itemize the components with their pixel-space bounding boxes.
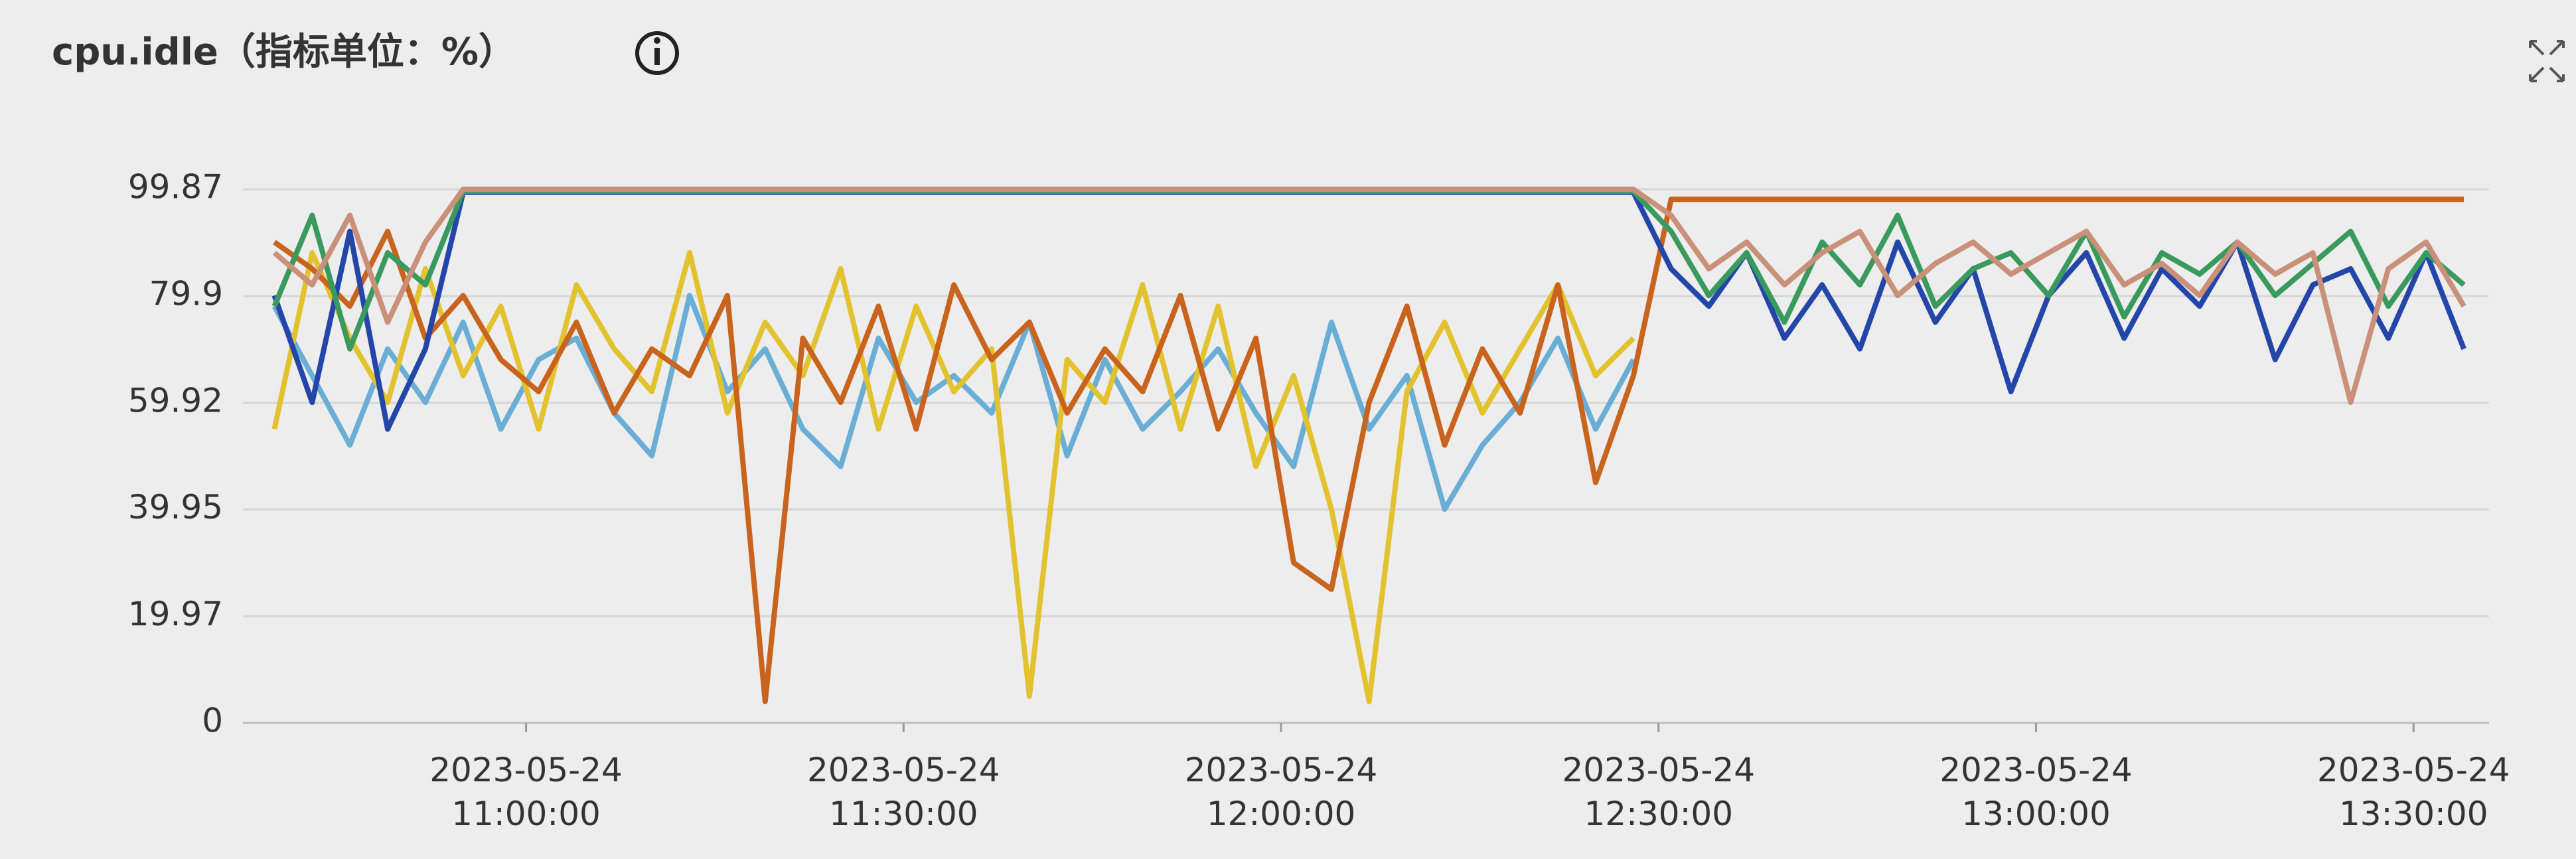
x-tick-label: 2023-05-24 11:00:00 xyxy=(429,751,623,833)
x-tick-label-line: 2023-05-24 xyxy=(1939,751,2133,789)
x-tick-label-line: 11:00:00 xyxy=(451,795,601,833)
x-tick-label-line: 13:30:00 xyxy=(2339,795,2488,833)
chart-title: cpu.idle（指标单位：%） xyxy=(52,31,516,74)
y-tick-label: 59.92 xyxy=(128,381,223,420)
plot: 0 19.97 39.95 59.92 79.9 99.87 2023-05-24 11:00… xyxy=(128,168,2510,833)
x-tick-label: 2023-05-24 11:30:00 xyxy=(807,751,1000,833)
x-tick-label-line: 13:00:00 xyxy=(1961,795,2111,833)
x-tick-label: 2023-05-24 12:30:00 xyxy=(1562,751,1755,833)
series-line xyxy=(273,196,2464,704)
info-icon[interactable] xyxy=(635,31,679,75)
y-tick-label: 99.87 xyxy=(128,168,223,206)
x-tick-label-line: 2023-05-24 xyxy=(2317,751,2510,789)
x-tick-label-line: 11:30:00 xyxy=(829,795,978,833)
x-tick-label-line: 2023-05-24 xyxy=(807,751,1000,789)
y-tick-label: 79.9 xyxy=(149,274,223,313)
x-tick-label: 2023-05-24 12:00:00 xyxy=(1185,751,1378,833)
expand-icon[interactable] xyxy=(2529,40,2565,82)
x-tick-label-line: 2023-05-24 xyxy=(1185,751,1378,789)
y-tick-label: 0 xyxy=(202,702,223,740)
x-tick-label-line: 12:00:00 xyxy=(1207,795,1356,833)
x-tick-label: 2023-05-24 13:30:00 xyxy=(2317,751,2510,833)
series-line xyxy=(271,293,1636,512)
x-tick-label-line: 2023-05-24 xyxy=(429,751,623,789)
x-tick-label: 2023-05-24 13:00:00 xyxy=(1939,751,2133,833)
series-line xyxy=(272,187,2466,406)
y-tick-label: 19.97 xyxy=(128,595,223,633)
y-tick-label: 39.95 xyxy=(128,488,223,526)
x-tick-label-line: 12:30:00 xyxy=(1584,795,1733,833)
x-tick-label-line: 2023-05-24 xyxy=(1562,751,1755,789)
series-line xyxy=(271,250,1635,704)
